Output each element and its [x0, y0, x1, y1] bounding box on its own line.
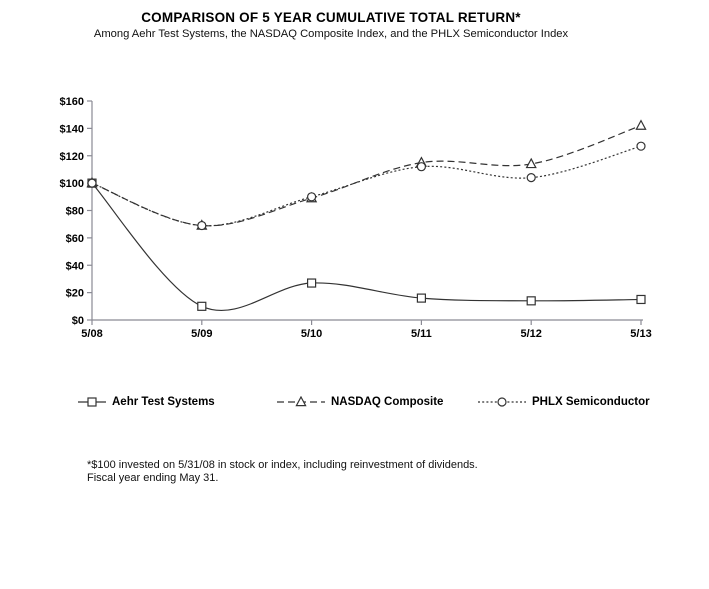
circle-marker-icon — [307, 192, 317, 202]
circle-marker-icon — [416, 162, 426, 172]
legend-label: PHLX Semiconductor — [532, 396, 650, 408]
chart-subtitle: Among Aehr Test Systems, the NASDAQ Comp… — [93, 28, 569, 40]
triangle-marker-icon — [525, 157, 537, 169]
square-marker-icon — [636, 294, 646, 305]
x-tick-label: 5/11 — [411, 328, 432, 340]
legend-label: Aehr Test Systems — [112, 396, 215, 408]
series-line-triangle — [91, 125, 642, 227]
chart-header: COMPARISON OF 5 YEAR CUMULATIVE TOTAL RE… — [0, 9, 662, 41]
legend-item-phlx: PHLX Semiconductor — [478, 394, 650, 410]
series-line-square — [91, 182, 642, 312]
footnote-line-1: *$100 invested on 5/31/08 in stock or in… — [87, 459, 478, 471]
y-tick-label: $100 — [60, 178, 84, 190]
x-tick-label: 5/09 — [191, 328, 212, 340]
circle-marker-icon — [87, 178, 97, 188]
square-marker-icon — [526, 296, 536, 306]
circle-marker-icon — [197, 220, 207, 231]
chart-legend: Aehr Test Systems NASDAQ Composite PHLX … — [0, 394, 709, 411]
legend-label: NASDAQ Composite — [331, 396, 444, 408]
y-tick-label: $120 — [60, 151, 84, 163]
y-tick-label: $80 — [66, 206, 84, 218]
x-tick-label: 5/12 — [520, 328, 541, 340]
legend-item-nasdaq: NASDAQ Composite — [277, 394, 443, 410]
y-tick-label: $160 — [60, 96, 84, 108]
y-tick-label: $40 — [66, 260, 84, 272]
legend-line-triangle-icon — [277, 396, 325, 407]
legend-line-square-icon — [78, 397, 106, 407]
circle-marker-icon — [636, 141, 646, 151]
circle-marker-icon — [526, 173, 536, 183]
square-marker-icon — [87, 397, 97, 407]
chart-axes — [91, 101, 643, 321]
footnote-line-2: Fiscal year ending May 31. — [87, 471, 219, 484]
y-tick-label: $0 — [72, 315, 84, 327]
legend-line-circle-icon — [478, 397, 526, 407]
chart-title: COMPARISON OF 5 YEAR CUMULATIVE TOTAL RE… — [141, 10, 521, 25]
y-tick-label: $60 — [66, 233, 84, 245]
x-tick-label: 5/10 — [301, 328, 322, 340]
circle-marker-icon — [497, 397, 507, 407]
square-marker-icon — [197, 301, 207, 311]
y-tick-label: $140 — [60, 123, 84, 135]
x-tick-label: 5/13 — [630, 328, 651, 340]
legend-item-aehr: Aehr Test Systems — [78, 394, 215, 410]
series-line-circle — [91, 145, 642, 227]
x-tick-label: 5/08 — [81, 328, 102, 340]
square-marker-icon — [307, 278, 317, 288]
triangle-marker-icon — [635, 119, 647, 130]
chart-footnote: *$100 invested on 5/31/08 in stock or in… — [87, 459, 478, 484]
y-tick-label: $20 — [66, 288, 84, 300]
square-marker-icon — [416, 293, 426, 303]
triangle-marker-icon — [295, 396, 307, 407]
